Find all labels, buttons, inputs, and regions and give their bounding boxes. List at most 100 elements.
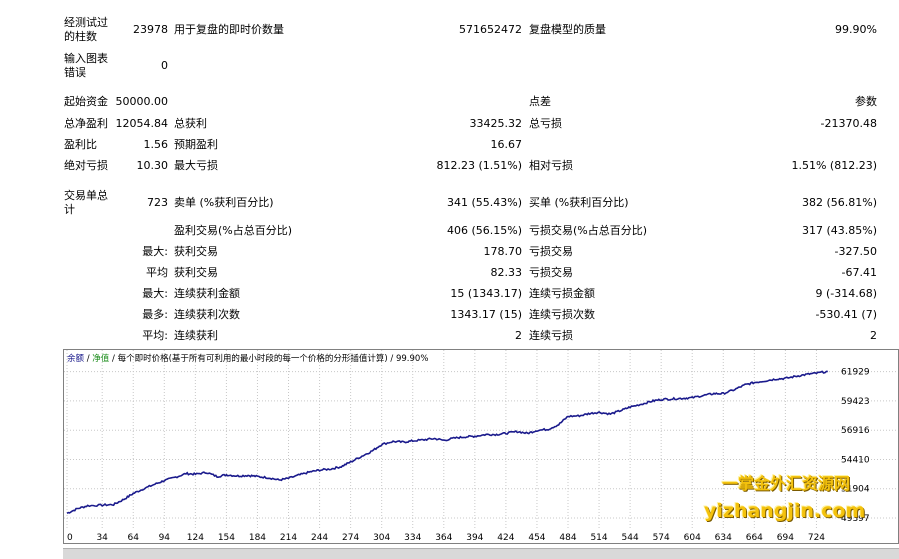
- x-axis: 0 34 64 94 124 154 184 214 244 274 304 334 364 394 424…: [67, 533, 825, 543]
- x-tick-label: 244: [311, 533, 328, 543]
- initial-deposit-label: 起始资金: [64, 95, 108, 108]
- x-tick-label: 304: [373, 533, 390, 543]
- short-trades-label: 卖单 (%获利百分比): [174, 196, 274, 209]
- legend-equity: 净值: [92, 353, 110, 364]
- x-tick-label: 154: [218, 533, 235, 543]
- x-tick-label: 694: [777, 533, 794, 543]
- max-consecutive-label: 最大:: [142, 287, 168, 300]
- legend-balance: 余额: [67, 353, 85, 364]
- x-tick-label: 94: [159, 533, 171, 543]
- abs-drawdown-label: 绝对亏损: [64, 159, 108, 172]
- profit-factor-label: 盈利比: [64, 138, 97, 151]
- balance-chart: 49397 51904 54410 56916 59423 61929 0 34 64 94 12…: [63, 349, 899, 544]
- max-cons-loss-label: 连续亏损次数: [529, 308, 595, 321]
- gross-loss-label: 总亏损: [529, 117, 562, 130]
- report-table-header-strip: [63, 548, 899, 559]
- average-loss-label: 亏损交易: [529, 266, 573, 279]
- x-tick-label: 484: [559, 533, 576, 543]
- legend-separator: /: [84, 354, 92, 364]
- max-cons-wins-value: 15 (1343.17): [450, 287, 522, 300]
- profit-trades-value: 406 (56.15%): [446, 224, 522, 237]
- net-profit-label: 总净盈利: [64, 117, 108, 130]
- x-tick-label: 574: [653, 533, 670, 543]
- max-drawdown-value: 812.23 (1.51%): [436, 159, 522, 172]
- avg-cons-losses-value: 2: [870, 329, 877, 342]
- gross-profit-value: 33425.32: [469, 117, 523, 130]
- x-tick-label: 364: [435, 533, 452, 543]
- average-profit-value: 82.33: [490, 266, 523, 279]
- gross-loss-value: -21370.48: [820, 117, 877, 130]
- max-cons-loss-value: -530.41 (7): [815, 308, 877, 321]
- x-tick-label: 664: [746, 533, 763, 543]
- quality-label: 复盘模型的质量: [529, 23, 606, 36]
- avg-consecutive-label: 平均:: [142, 329, 168, 342]
- y-tick-label: 51904: [841, 485, 870, 495]
- max-cons-profit-label: 连续获利次数: [174, 308, 240, 321]
- largest-label: 最大:: [142, 245, 168, 258]
- bars-tested-label: 经测试过的柱数: [64, 16, 108, 43]
- average-loss-value: -67.41: [841, 266, 877, 279]
- watermark-url: yizhangjin.com: [704, 500, 866, 522]
- x-tick-label: 0: [67, 533, 73, 543]
- gross-profit-label: 总获利: [174, 117, 207, 130]
- x-tick-label: 634: [715, 533, 732, 543]
- x-tick-label: 274: [342, 533, 359, 543]
- watermark-title: 一掌金外汇资源网: [722, 474, 851, 493]
- chart-errors-value: 0: [161, 59, 168, 72]
- y-tick-label: 54410: [841, 455, 870, 465]
- x-tick-label: 544: [622, 533, 639, 543]
- legend-model: / 每个即时价格(基于所有可利用的最小时段的每一个价格的分形插值计算) / 99…: [109, 353, 428, 364]
- balance-line: [66, 370, 828, 515]
- average-profit-label: 获利交易: [174, 266, 218, 279]
- largest-profit-label: 获利交易: [174, 245, 218, 258]
- total-trades-value: 723: [147, 196, 168, 209]
- rel-drawdown-label: 相对亏损: [529, 159, 573, 172]
- spread-label: 点差: [529, 95, 551, 108]
- x-tick-label: 604: [684, 533, 701, 543]
- avg-cons-wins-label: 连续获利: [174, 329, 218, 342]
- x-tick-label: 334: [404, 533, 421, 543]
- x-tick-label: 514: [590, 533, 607, 543]
- x-tick-label: 184: [249, 533, 266, 543]
- x-tick-label: 214: [280, 533, 297, 543]
- chart-grid: [64, 350, 898, 529]
- avg-cons-losses-label: 连续亏损: [529, 329, 573, 342]
- total-trades-label: 交易单总计: [64, 189, 108, 216]
- max-cons-losses-label: 连续亏损金额: [529, 287, 595, 300]
- ticks-label: 用于复盘的即时价数量: [174, 23, 284, 36]
- x-tick-label: 724: [808, 533, 825, 543]
- profit-trades-label: 盈利交易(%占总百分比): [174, 224, 293, 237]
- max-drawdown-label: 最大亏损: [174, 159, 218, 172]
- chart-errors-label: 输入图表错误: [64, 52, 108, 79]
- x-tick-label: 34: [96, 533, 108, 543]
- largest-loss-value: -327.50: [834, 245, 877, 258]
- largest-loss-label: 亏损交易: [529, 245, 573, 258]
- most-label: 最多:: [142, 308, 168, 321]
- rel-drawdown-value: 1.51% (812.23): [791, 159, 877, 172]
- x-tick-label: 124: [187, 533, 204, 543]
- y-tick-label: 61929: [841, 368, 870, 378]
- spread-value: 参数: [855, 95, 877, 108]
- y-axis: 49397 51904 54410 56916 59423 61929: [841, 368, 870, 524]
- max-cons-profit-value: 1343.17 (15): [450, 308, 522, 321]
- abs-drawdown-value: 10.30: [136, 159, 169, 172]
- long-trades-label: 买单 (%获利百分比): [529, 196, 629, 209]
- expected-payoff-value: 16.67: [490, 138, 523, 151]
- loss-trades-label: 亏损交易(%占总百分比): [529, 224, 648, 237]
- loss-trades-value: 317 (43.85%): [801, 224, 877, 237]
- avg-cons-wins-value: 2: [515, 329, 522, 342]
- y-tick-label: 49397: [841, 514, 870, 524]
- max-cons-wins-label: 连续获利金额: [174, 287, 240, 300]
- largest-profit-value: 178.70: [483, 245, 523, 258]
- x-tick-label: 454: [528, 533, 545, 543]
- expected-payoff-label: 预期盈利: [174, 138, 218, 151]
- bars-tested-value: 23978: [133, 23, 168, 36]
- max-cons-losses-value: 9 (-314.68): [815, 287, 877, 300]
- chart-header: 余额 / 净值 / 每个即时价格(基于所有可利用的最小时段的每一个价格的分形插值…: [67, 353, 428, 364]
- short-trades-value: 341 (55.43%): [446, 196, 522, 209]
- initial-deposit-value: 50000.00: [115, 95, 169, 108]
- long-trades-value: 382 (56.81%): [801, 196, 877, 209]
- net-profit-value: 12054.84: [115, 117, 169, 130]
- x-tick-label: 424: [497, 533, 514, 543]
- y-tick-label: 59423: [841, 397, 870, 407]
